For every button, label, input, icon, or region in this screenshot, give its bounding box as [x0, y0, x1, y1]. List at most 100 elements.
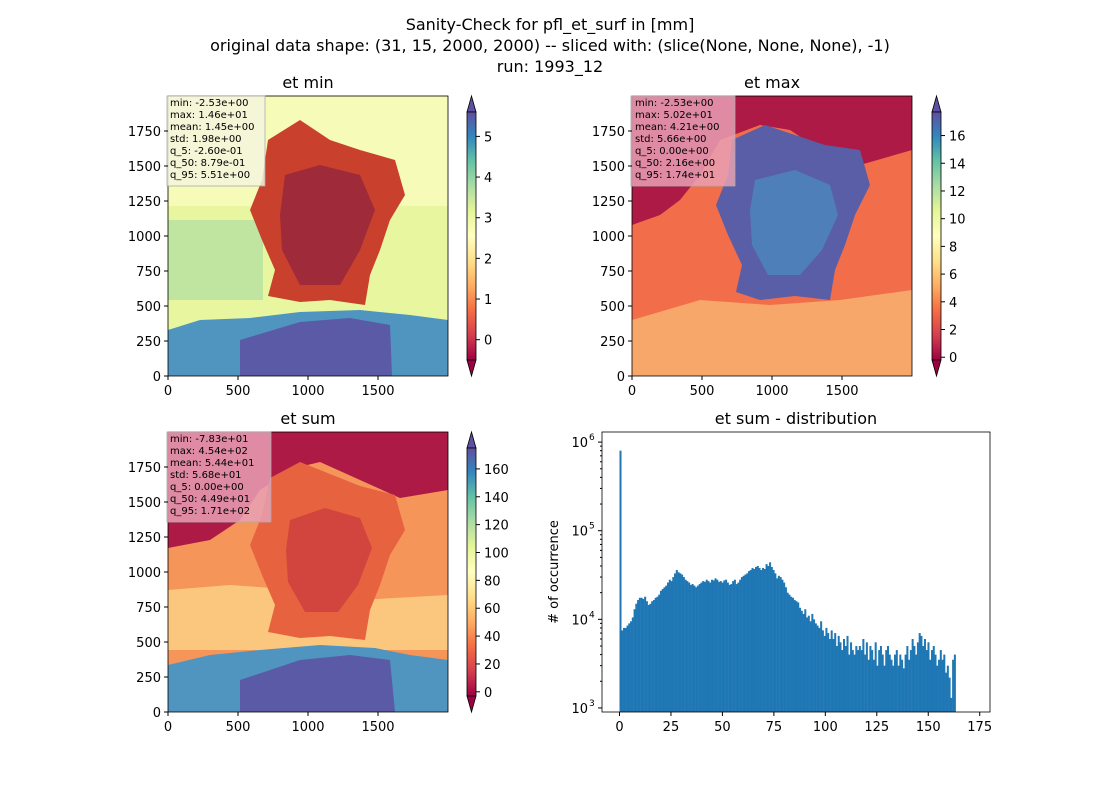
- histogram-bar: [705, 579, 708, 712]
- panel-et-sum-distribution: et sum - distribution 0 25 50 75 100 125 150 17…: [547, 409, 992, 735]
- stats-line: q_95: 5.51e+00: [170, 170, 250, 181]
- colorbar-tick-label: 3: [484, 212, 492, 227]
- histogram-bar: [799, 607, 802, 712]
- stats-box: min: -7.83e+01 max: 4.54e+02 mean: 5.44e…: [166, 431, 272, 523]
- colorbar-tick-label: 4: [484, 171, 492, 186]
- colorbar: 0 20 40 60 80 100 120 140 160: [466, 430, 509, 714]
- colorbar-tick-label: 80: [484, 574, 501, 589]
- y-tick-label: 750: [136, 601, 161, 616]
- histogram-bar: [649, 603, 652, 712]
- histogram-bar: [874, 642, 877, 712]
- histogram-bar: [711, 579, 714, 712]
- histogram-bar: [892, 665, 895, 712]
- histogram-bar: [846, 635, 849, 712]
- map-region-germany-inner: [750, 170, 838, 275]
- colorbar-tick-label: 14: [949, 157, 966, 172]
- suptitle-line-1: Sanity-Check for pfl_et_surf in [mm]: [406, 15, 695, 35]
- histogram-bar: [763, 568, 766, 712]
- histogram-bar: [651, 601, 654, 712]
- histogram-bar: [637, 600, 640, 712]
- y-tick-label: 0: [153, 370, 161, 385]
- colorbar-tick-label: 140: [484, 491, 509, 506]
- colorbar-tick-label: 4: [949, 296, 957, 311]
- panel-title: et sum: [280, 409, 335, 428]
- histogram-bar: [950, 697, 953, 712]
- stats-line: q_5: 0.00e+00: [635, 146, 709, 157]
- histogram-bar: [758, 567, 761, 712]
- panel-title: et min: [282, 73, 333, 92]
- histogram-bar: [689, 584, 692, 712]
- stats-line: q_5: -2.60e-01: [170, 146, 243, 157]
- x-tick-label: 150: [916, 720, 941, 735]
- histogram-bar: [661, 588, 664, 712]
- histogram-bar: [746, 573, 749, 712]
- x-tick-label: 1000: [291, 384, 324, 399]
- histogram-bar: [762, 567, 765, 712]
- colorbar-tick-label: 16: [949, 130, 966, 145]
- colorbar-tick-label: 160: [484, 463, 509, 478]
- histogram-bar: [843, 638, 846, 712]
- histogram-bar: [670, 581, 673, 712]
- histogram-bar: [691, 584, 694, 712]
- y-tick-label: 1750: [592, 125, 625, 140]
- histogram-bar: [807, 615, 810, 712]
- histogram-bar: [818, 627, 821, 712]
- histogram-bar: [795, 601, 798, 712]
- y-tick-label: 10: [571, 525, 588, 540]
- suptitle-line-3: run: 1993_12: [497, 57, 603, 77]
- histogram-bar: [747, 571, 750, 712]
- histogram-bar: [647, 605, 650, 712]
- colorbar-tick-label: 6: [949, 268, 957, 283]
- histogram-bar: [725, 579, 728, 712]
- y-tick-label: 1500: [592, 160, 625, 175]
- histogram-bar: [776, 578, 779, 712]
- histogram-bar: [740, 577, 743, 712]
- histogram-bar: [621, 630, 624, 712]
- histogram-bar: [848, 654, 851, 712]
- histogram-bar: [744, 574, 747, 712]
- histogram-bar: [791, 597, 794, 712]
- histogram-bar: [652, 600, 655, 712]
- y-tick-exponent: 3: [589, 699, 595, 709]
- histogram-bar: [769, 562, 772, 712]
- histogram-bar: [906, 646, 909, 712]
- histogram-bar: [915, 654, 918, 712]
- histogram-bar: [672, 577, 675, 712]
- histogram-bar: [695, 587, 698, 712]
- stats-line: mean: 5.44e+01: [170, 458, 254, 469]
- histogram-bar: [800, 610, 803, 712]
- histogram-bar: [779, 577, 782, 712]
- histogram-bar: [872, 659, 875, 712]
- histogram-bar: [626, 625, 629, 712]
- suptitle-line-2: original data shape: (31, 15, 2000, 2000…: [210, 36, 890, 55]
- histogram-bar: [934, 654, 937, 712]
- histogram-bar: [767, 565, 770, 712]
- histogram-bar: [698, 584, 701, 712]
- histogram-bar: [830, 630, 833, 712]
- map-region-west-sea: [168, 220, 263, 300]
- histogram-bar: [658, 594, 661, 712]
- histogram-bar: [814, 623, 817, 712]
- heatmap-et-min: [168, 96, 448, 376]
- histogram-bar: [765, 564, 768, 712]
- histogram-bar: [948, 677, 951, 712]
- histogram-bar: [675, 570, 678, 712]
- x-tick-label: 500: [690, 384, 715, 399]
- histogram-bar: [943, 654, 946, 712]
- colorbar-tick-label: 20: [484, 658, 501, 673]
- y-tick-label: 500: [600, 300, 625, 315]
- histogram-bar: [894, 654, 897, 712]
- histogram-bar: [783, 582, 786, 712]
- histogram-bar: [878, 650, 881, 712]
- histogram-bar: [760, 570, 763, 712]
- y-tick-label: 250: [600, 335, 625, 350]
- y-tick-exponent: 5: [589, 522, 595, 532]
- histogram-bar: [813, 619, 816, 712]
- x-tick-label: 175: [967, 720, 992, 735]
- x-tick-label: 1500: [361, 720, 394, 735]
- histogram-bar: [719, 581, 722, 712]
- histogram-bar: [628, 623, 631, 712]
- x-tick-label: 0: [628, 384, 636, 399]
- histogram-bar: [633, 609, 636, 712]
